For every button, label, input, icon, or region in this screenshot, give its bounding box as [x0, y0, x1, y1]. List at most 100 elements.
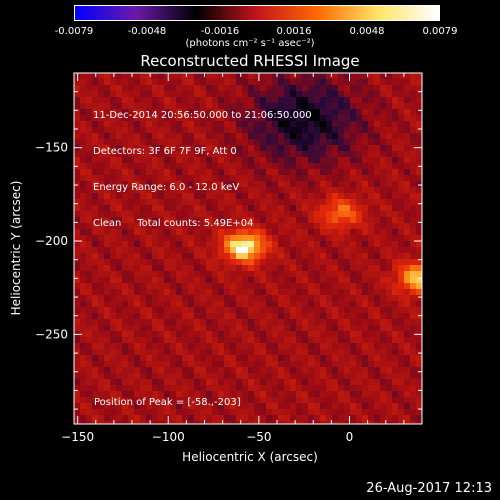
heatmap-cell: [362, 289, 368, 295]
heatmap-cell: [194, 241, 200, 247]
heatmap-cell: [230, 97, 236, 103]
heatmap-cell: [332, 403, 338, 409]
heatmap-cell: [140, 277, 146, 283]
heatmap-cell: [122, 271, 128, 277]
heatmap-cell: [404, 343, 410, 349]
heatmap-cell: [332, 349, 338, 355]
heatmap-cell: [200, 85, 206, 91]
heatmap-cell: [140, 385, 146, 391]
heatmap-cell: [278, 337, 284, 343]
heatmap-cell: [302, 247, 308, 253]
heatmap-cell: [194, 235, 200, 241]
heatmap-cell: [92, 337, 98, 343]
heatmap-cell: [140, 289, 146, 295]
heatmap-cell: [182, 145, 188, 151]
heatmap-cell: [176, 253, 182, 259]
heatmap-cell: [110, 241, 116, 247]
heatmap-cell: [152, 163, 158, 169]
heatmap-cell: [350, 109, 356, 115]
heatmap-cell: [260, 337, 266, 343]
heatmap-cell: [302, 379, 308, 385]
heatmap-cell: [206, 115, 212, 121]
heatmap-cell: [182, 151, 188, 157]
heatmap-cell: [386, 403, 392, 409]
heatmap-cell: [278, 397, 284, 403]
heatmap-cell: [326, 313, 332, 319]
heatmap-cell: [242, 193, 248, 199]
heatmap-cell: [164, 97, 170, 103]
heatmap-cell: [140, 391, 146, 397]
heatmap-cell: [290, 421, 296, 424]
heatmap-cell: [80, 175, 86, 181]
heatmap-cell: [128, 79, 134, 85]
heatmap-cell: [362, 187, 368, 193]
heatmap-cell: [356, 313, 362, 319]
heatmap-cell: [176, 193, 182, 199]
heatmap-cell: [188, 355, 194, 361]
heatmap-cell: [122, 295, 128, 301]
heatmap-cell: [134, 301, 140, 307]
heatmap-cell: [350, 379, 356, 385]
heatmap-cell: [188, 121, 194, 127]
heatmap-cell: [332, 295, 338, 301]
heatmap-cell: [176, 79, 182, 85]
heatmap-cell: [212, 163, 218, 169]
heatmap-cell: [368, 421, 374, 424]
heatmap-cell: [404, 127, 410, 133]
heatmap-cell: [338, 241, 344, 247]
heatmap-cell: [236, 421, 242, 424]
heatmap-cell: [374, 163, 380, 169]
heatmap-cell: [326, 175, 332, 181]
heatmap-cell: [356, 289, 362, 295]
heatmap-cell: [356, 115, 362, 121]
heatmap-cell: [374, 265, 380, 271]
heatmap-cell: [200, 205, 206, 211]
heatmap-cell: [242, 247, 248, 253]
heatmap-cell: [284, 295, 290, 301]
heatmap-cell: [272, 247, 278, 253]
heatmap-cell: [110, 217, 116, 223]
heatmap-cell: [74, 187, 80, 193]
heatmap-cell: [362, 313, 368, 319]
heatmap-cell: [350, 247, 356, 253]
heatmap-cell: [122, 199, 128, 205]
heatmap-cell: [284, 91, 290, 97]
heatmap-cell: [374, 91, 380, 97]
heatmap-cell: [170, 79, 176, 85]
heatmap-cell: [164, 121, 170, 127]
heatmap-cell: [122, 331, 128, 337]
heatmap-cell: [278, 145, 284, 151]
heatmap-cell: [128, 301, 134, 307]
heatmap-cell: [320, 385, 326, 391]
heatmap-cell: [104, 379, 110, 385]
heatmap-cell: [326, 397, 332, 403]
heatmap-cell: [182, 247, 188, 253]
heatmap-cell: [134, 229, 140, 235]
heatmap-cell: [326, 265, 332, 271]
heatmap-cell: [74, 397, 80, 403]
heatmap-cell: [194, 301, 200, 307]
heatmap-cell: [224, 163, 230, 169]
heatmap-cell: [86, 331, 92, 337]
heatmap-cell: [152, 313, 158, 319]
heatmap-cell: [320, 73, 326, 79]
heatmap-cell: [86, 163, 92, 169]
heatmap-cell: [110, 187, 116, 193]
heatmap-cell: [362, 301, 368, 307]
heatmap-cell: [122, 391, 128, 397]
heatmap-cell: [380, 259, 386, 265]
heatmap-cell: [164, 73, 170, 79]
heatmap-cell: [104, 151, 110, 157]
heatmap-cell: [272, 307, 278, 313]
heatmap-cell: [200, 115, 206, 121]
heatmap-cell: [140, 337, 146, 343]
heatmap-cell: [182, 79, 188, 85]
heatmap-cell: [356, 355, 362, 361]
heatmap-cell: [248, 271, 254, 277]
heatmap-cell: [368, 331, 374, 337]
heatmap-cell: [86, 91, 92, 97]
heatmap-cell: [296, 121, 302, 127]
heatmap-cell: [242, 319, 248, 325]
heatmap-cell: [290, 199, 296, 205]
heatmap-cell: [224, 391, 230, 397]
